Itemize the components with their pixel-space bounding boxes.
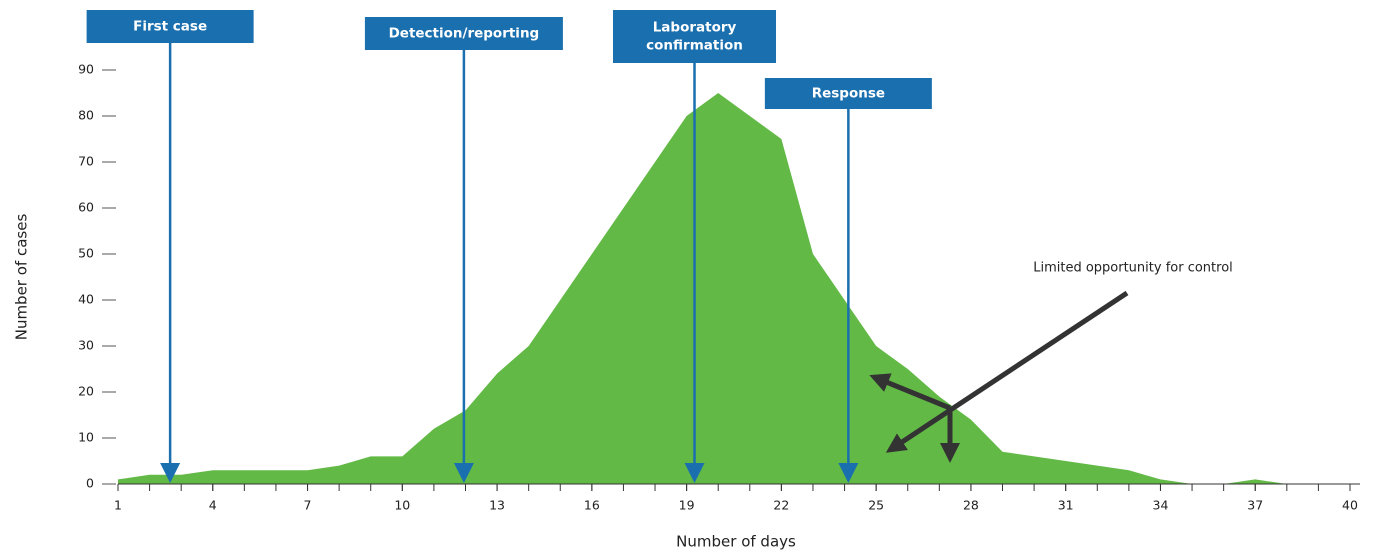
event-label: confirmation: [646, 38, 743, 54]
x-tick-label: 22: [773, 498, 789, 513]
x-tick-label: 40: [1342, 498, 1358, 513]
y-tick-label: 60: [78, 200, 94, 215]
y-tick-label: 0: [86, 476, 94, 491]
y-tick-label: 70: [78, 154, 94, 169]
arrow: [885, 290, 1129, 453]
x-tick-label: 10: [394, 498, 410, 513]
x-tick-label: 25: [868, 498, 884, 513]
x-tick-label: 19: [679, 498, 695, 513]
x-tick-label: 16: [584, 498, 600, 513]
y-tick-label: 20: [78, 384, 94, 399]
x-tick-label: 28: [963, 498, 979, 513]
event-box: [364, 17, 563, 50]
arrow: [869, 373, 951, 411]
event-box: [86, 10, 254, 43]
x-tick-label: 13: [489, 498, 505, 513]
event-label: Detection/reporting: [389, 26, 540, 42]
x-tick-label: 34: [1153, 498, 1169, 513]
x-tick-label: 37: [1247, 498, 1263, 513]
event-box: [764, 78, 932, 109]
area: [118, 93, 1350, 484]
event-label: First case: [133, 19, 207, 35]
y-tick-label: 30: [78, 338, 94, 353]
y-tick-label: 50: [78, 246, 94, 261]
x-tick-label: 31: [1058, 498, 1074, 513]
y-axis-title: Number of cases: [13, 214, 31, 341]
y-tick-label: 10: [78, 430, 94, 445]
y-tick-label: 80: [78, 108, 94, 123]
x-tick-label: 1: [114, 498, 122, 513]
plot-area: 1 4 7 10 13 16 19 22 25 28 31 34 37 40 0 10 20 30 40 50 60 70…: [78, 10, 1360, 513]
event-box: [613, 10, 777, 63]
y-tick-label: 40: [78, 292, 94, 307]
event-label: Response: [812, 86, 885, 102]
x-axis-title: Number of days: [676, 533, 796, 551]
event-label: Laboratory: [653, 20, 737, 36]
x-tick-label: 7: [304, 498, 312, 513]
annotation: Limited opportunity for control: [1033, 261, 1233, 276]
x-tick-label: 4: [209, 498, 217, 513]
y-tick-label: 90: [78, 62, 94, 77]
control-arrows: [869, 290, 1129, 463]
